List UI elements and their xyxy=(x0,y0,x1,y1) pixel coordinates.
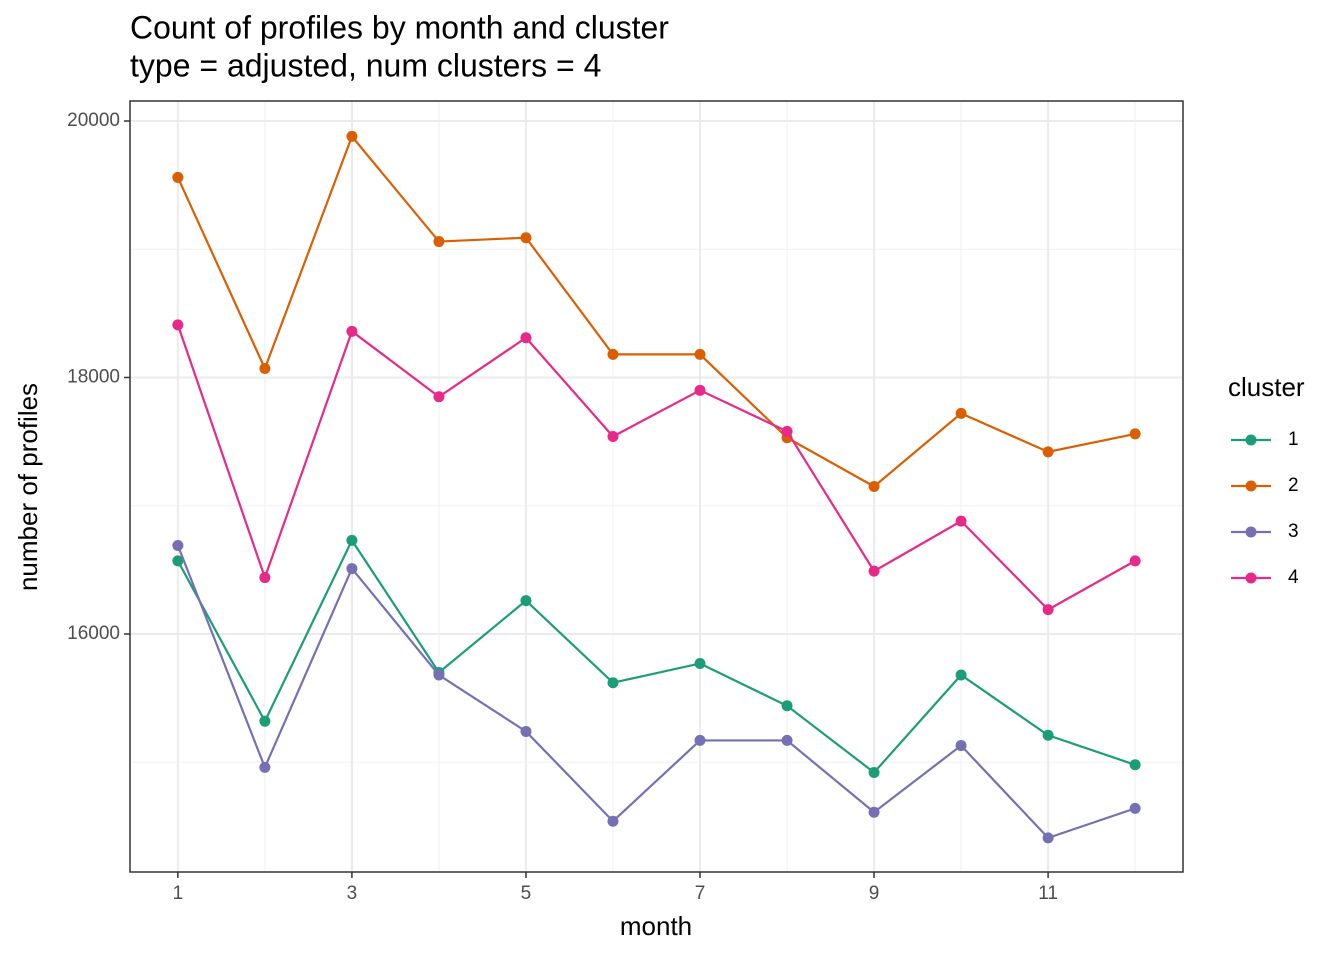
chart-title: Count of profiles by month and cluster xyxy=(130,9,669,45)
point xyxy=(1129,759,1141,771)
point xyxy=(781,425,793,437)
series-line xyxy=(176,134,1136,488)
x-axis-label: month xyxy=(620,911,692,941)
legend-key xyxy=(1245,480,1257,492)
x-tick-label: 3 xyxy=(347,883,358,904)
point xyxy=(172,539,184,551)
point xyxy=(259,572,271,584)
point xyxy=(955,407,967,419)
point xyxy=(694,734,706,746)
point xyxy=(955,740,967,752)
y-axis-label: number of profiles xyxy=(13,383,43,591)
point xyxy=(1129,555,1141,567)
panel-border xyxy=(129,100,1184,873)
x-tick-label: 11 xyxy=(1038,883,1058,904)
point xyxy=(607,815,619,827)
point xyxy=(172,319,184,331)
point xyxy=(1042,604,1054,616)
y-tick-label: 20000 xyxy=(67,110,120,131)
legend-key xyxy=(1245,572,1257,584)
point xyxy=(781,700,793,712)
x-tick-label: 5 xyxy=(521,883,532,904)
point xyxy=(346,534,358,546)
legend-label: 4 xyxy=(1288,567,1299,588)
point xyxy=(259,363,271,375)
point xyxy=(781,734,793,746)
chart-subtitle: type = adjusted, num clusters = 4 xyxy=(130,47,601,83)
point xyxy=(607,430,619,442)
point xyxy=(259,715,271,727)
x-tick-label: 7 xyxy=(695,883,706,904)
series-line xyxy=(176,545,1136,840)
point xyxy=(520,725,532,737)
point xyxy=(172,171,184,183)
y-tick-label: 18000 xyxy=(67,367,120,388)
point xyxy=(1042,832,1054,844)
point xyxy=(520,232,532,244)
point xyxy=(868,481,880,492)
point xyxy=(868,806,880,818)
point xyxy=(868,766,880,778)
legend-key xyxy=(1245,434,1257,446)
point xyxy=(955,669,967,681)
point xyxy=(346,563,358,575)
legend-key xyxy=(1245,526,1257,538)
point xyxy=(607,677,619,689)
legend-label: 3 xyxy=(1288,521,1299,542)
point xyxy=(694,657,706,669)
point xyxy=(433,669,445,681)
point xyxy=(433,391,445,403)
series-line xyxy=(176,324,1136,611)
point xyxy=(607,348,619,360)
point xyxy=(520,332,532,344)
x-tick-label: 9 xyxy=(869,883,880,904)
point xyxy=(1042,729,1054,741)
point xyxy=(694,348,706,360)
point xyxy=(346,325,358,337)
point xyxy=(1042,446,1054,458)
legend-title: cluster xyxy=(1228,372,1305,402)
series-line xyxy=(176,538,1136,774)
point xyxy=(259,761,271,773)
point xyxy=(433,236,445,248)
point xyxy=(868,565,880,577)
legend-label: 2 xyxy=(1288,475,1299,496)
y-tick-label: 16000 xyxy=(67,623,120,644)
point xyxy=(1129,802,1141,814)
point xyxy=(955,515,967,527)
point xyxy=(520,595,532,607)
point xyxy=(172,555,184,567)
legend-label: 1 xyxy=(1288,429,1299,450)
point xyxy=(694,384,706,396)
point xyxy=(1129,428,1141,440)
x-tick-label: 1 xyxy=(173,883,184,904)
point xyxy=(346,130,358,142)
